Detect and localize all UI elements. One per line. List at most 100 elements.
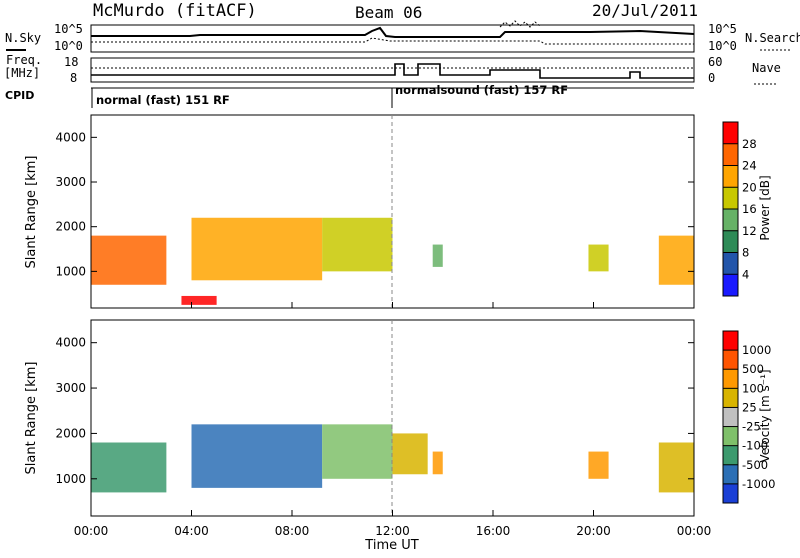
y-tick-label: 1000 (55, 264, 86, 278)
velocity-echo-region (588, 451, 609, 479)
y-tick-label: 3000 (55, 381, 86, 395)
velocity-echo-region (191, 424, 323, 488)
velocity-echo-region (322, 424, 393, 479)
colorbar-tick-label: 28 (742, 137, 757, 151)
y-tick-label: 2000 (55, 220, 86, 234)
noise-search-peaks (499, 20, 541, 28)
colorbar-tick-label: 20 (742, 180, 757, 194)
velocity-echo-region (392, 433, 428, 475)
colorbar-swatch (723, 445, 738, 465)
nave-label: Nave (752, 61, 781, 75)
x-axis-label: Time UT (364, 538, 418, 553)
colorbar-swatch (723, 331, 738, 351)
noise-panel-frame (90, 24, 695, 53)
colorbar-swatch (723, 369, 738, 389)
x-tick-label: 08:00 (275, 524, 310, 538)
x-tick-label: 04:00 (174, 524, 209, 538)
x-tick-label: 12:00 (375, 524, 410, 538)
freq-right-tick-bottom: 0 (708, 71, 715, 85)
colorbar-swatch (723, 388, 738, 408)
velocity-echo-region (91, 442, 167, 493)
colorbar-swatch (723, 122, 738, 144)
date-title: 20/Jul/2011 (592, 1, 698, 20)
velocity-echo-region (432, 451, 443, 475)
x-tick-label: 16:00 (476, 524, 511, 538)
colorbar-tick-label: -1000 (742, 477, 775, 491)
velocity-colorbar-label: Velocity [m s⁻¹] (758, 369, 772, 462)
freq-left-label-1: Freq. (6, 53, 42, 67)
power-echo-region (322, 217, 393, 272)
power-echo-region (191, 217, 323, 281)
freq-panel-frame (90, 57, 695, 83)
colorbar-tick-label: 4 (742, 267, 749, 281)
y-tick-label: 2000 (55, 426, 86, 440)
colorbar-swatch (723, 230, 738, 253)
x-tick-label: 00:00 (677, 524, 712, 538)
noise-left-tick-bottom: 10^0 (54, 39, 83, 53)
station-title: McMurdo (fitACF) (93, 1, 257, 21)
power-echo-region (432, 244, 443, 267)
cpid-mode-1: normal (fast) 151 RF (96, 93, 230, 107)
velocity-echo-layer (91, 424, 694, 493)
colorbar-tick-label: 24 (742, 159, 757, 173)
velocity-colorbar: 1000 500 100 25 -25 -100 -500 -1000 (722, 330, 775, 504)
noise-left-label: N.Sky (5, 31, 41, 45)
colorbar-tick-label: 100 (742, 381, 764, 395)
colorbar-swatch (723, 165, 738, 188)
power-echo-region (658, 235, 694, 285)
y-tick-label: 4000 (55, 336, 86, 350)
colorbar-tick-label: 500 (742, 362, 764, 376)
beam-title: Beam 06 (355, 3, 422, 22)
freq-left-tick-top: 18 (64, 55, 78, 69)
y-tick-label: 1000 (55, 472, 86, 486)
freq-line (91, 63, 694, 79)
power-colorbar: 4 8 12 16 20 24 28 (722, 121, 757, 297)
colorbar-tick-label: -500 (742, 458, 768, 472)
y-tick-label: 4000 (55, 130, 86, 144)
noise-panel: N.Sky 10^5 10^0 10^5 10^0 N.Search (5, 20, 800, 53)
colorbar-tick-label: -100 (742, 439, 768, 453)
colorbar-tick-label: 16 (742, 202, 757, 216)
colorbar-swatch (723, 187, 738, 209)
power-ylabel: Slant Range [km] (24, 156, 39, 269)
velocity-yaxis: 1000 2000 3000 4000 (55, 336, 694, 486)
freq-panel: Freq. [MHz] 18 8 60 0 Nave (4, 53, 781, 85)
velocity-ylabel: Slant Range [km] (24, 362, 39, 475)
power-colorbar-label: Power [dB] (758, 175, 772, 240)
y-tick-label: 3000 (55, 175, 86, 189)
colorbar-tick-label: 12 (742, 224, 757, 238)
power-yaxis: 1000 2000 3000 4000 (55, 130, 694, 278)
colorbar-tick-label: -25 (742, 420, 761, 434)
power-echo-region (91, 235, 167, 285)
power-echo-region (588, 244, 609, 272)
freq-left-label-2: [MHz] (4, 66, 40, 80)
colorbar-swatch (723, 464, 738, 484)
power-echo-layer (91, 217, 694, 305)
colorbar-swatch (723, 274, 738, 296)
colorbar-frame (722, 330, 739, 504)
x-axis: 00:00 04:00 08:00 12:00 16:00 20:00 00:00 (74, 302, 712, 538)
colorbar-tick-label: 1000 (742, 343, 771, 357)
colorbar-tick-label: 25 (742, 400, 757, 414)
velocity-echo-region (658, 442, 694, 493)
freq-right-tick-top: 60 (708, 55, 722, 69)
colorbar-swatch (723, 143, 738, 166)
velocity-panel: 1000 2000 3000 4000 Slant Range [km] 1000 50… (24, 319, 775, 517)
noise-search-line (91, 37, 694, 45)
noise-sky-line (91, 26, 695, 38)
freq-left-tick-bottom: 8 (70, 71, 77, 85)
colorbar-swatch (723, 407, 738, 427)
noise-right-tick-bottom: 10^0 (708, 39, 737, 53)
colorbar-swatch (723, 350, 738, 370)
noise-right-label: N.Search (745, 31, 800, 45)
colorbar-swatch (723, 483, 738, 503)
colorbar-swatch (723, 209, 738, 231)
cpid-row: CPID normal (fast) 151 RF normalsound (f… (5, 83, 694, 108)
power-echo-region (181, 295, 217, 305)
noise-left-tick-top: 10^5 (54, 22, 83, 36)
x-tick-label: 20:00 (576, 524, 611, 538)
colorbar-swatch (723, 252, 738, 275)
cpid-mode-2: normalsound (fast) 157 RF (395, 83, 568, 97)
x-tick-label: 00:00 (74, 524, 109, 538)
